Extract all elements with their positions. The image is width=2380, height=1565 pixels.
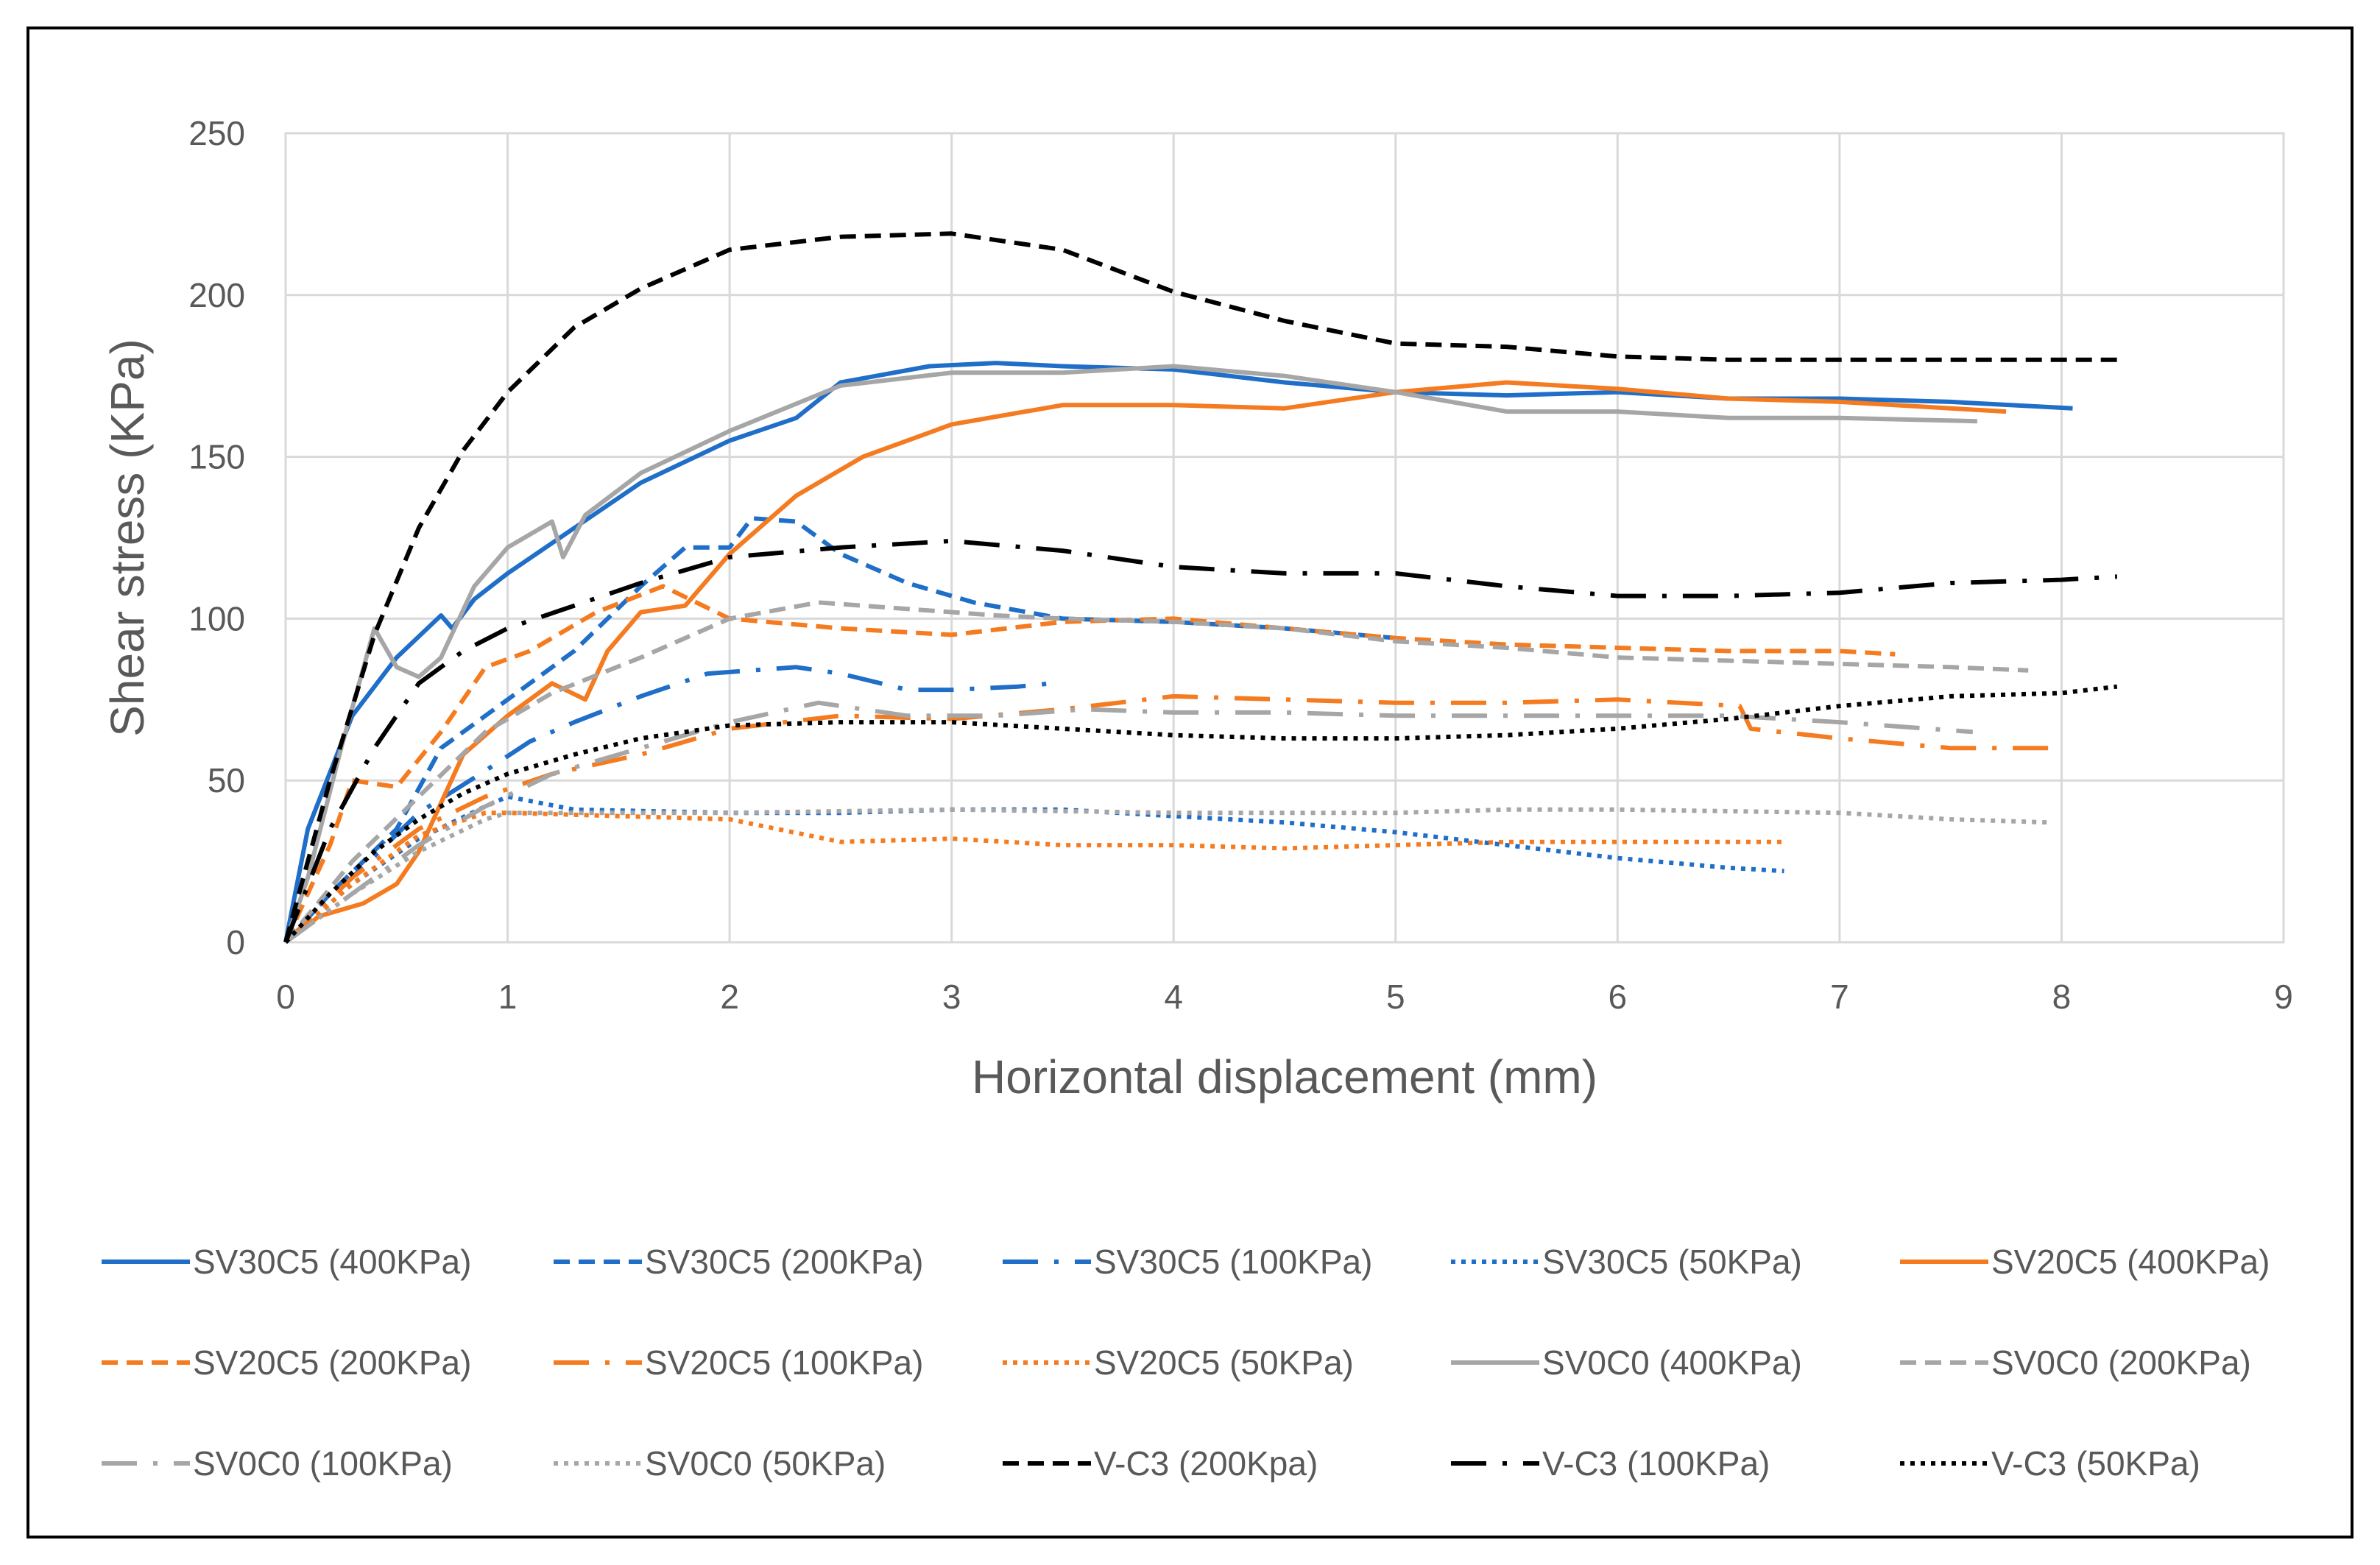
legend-label: V-C3 (200Kpa)	[1094, 1444, 1318, 1483]
x-tick-label: 7	[1830, 978, 1849, 1016]
legend-label: V-C3 (50KPa)	[1991, 1444, 2200, 1483]
y-axis-label: Shear stress (KPa)	[101, 339, 154, 737]
y-tick-label: 100	[188, 599, 245, 637]
legend-label: SV30C5 (100KPa)	[1094, 1243, 1372, 1281]
series-line-12	[284, 807, 2051, 944]
y-tick-label: 200	[188, 276, 245, 314]
legend-label: SV30C5 (400KPa)	[193, 1243, 471, 1281]
x-tick-label: 2	[720, 978, 739, 1016]
series-line-6	[283, 584, 1896, 944]
x-tick-label: 6	[1609, 978, 1628, 1016]
y-tick-label: 0	[226, 923, 245, 961]
gridlines	[284, 132, 2285, 944]
legend-label: SV0C0 (400KPa)	[1542, 1343, 1802, 1382]
x-tick-label: 1	[498, 978, 518, 1016]
series-line-10	[283, 600, 2029, 944]
series-line-1	[283, 361, 2073, 943]
x-axis-label: Horizontal displacement (mm)	[972, 1050, 1597, 1103]
x-tick-label: 4	[1164, 978, 1183, 1016]
plot-area-border	[284, 132, 2285, 944]
series-line-3	[283, 665, 1052, 944]
legend-label: SV30C5 (50KPa)	[1542, 1243, 1802, 1281]
line-chart: 0 50 100 150 200 250 0 1 2 3 4 5 6 7 8 9 Horizontal di…	[29, 29, 2351, 1536]
legend-label: SV0C0 (100KPa)	[193, 1444, 453, 1483]
legend: SV30C5 (400KPa) SV30C5 (200KPa) SV30C5 (10…	[102, 1243, 2270, 1483]
legend-label: V-C3 (100KPa)	[1542, 1444, 1770, 1483]
legend-label: SV20C5 (50KPa)	[1094, 1343, 1354, 1382]
legend-label: SV20C5 (100KPa)	[645, 1343, 923, 1382]
series-line-13	[283, 231, 2117, 943]
x-tick-label: 5	[1386, 978, 1405, 1016]
x-tick-label: 8	[2052, 978, 2072, 1016]
y-axis-ticks: 0 50 100 150 200 250	[188, 114, 245, 961]
legend-label: SV30C5 (200KPa)	[645, 1243, 923, 1281]
x-tick-label: 9	[2274, 978, 2293, 1016]
x-axis-ticks: 0 1 2 3 4 5 6 7 8 9	[276, 978, 2293, 1016]
x-tick-label: 0	[276, 978, 295, 1016]
legend-label: SV20C5 (200KPa)	[193, 1343, 471, 1382]
series-line-9	[283, 364, 1977, 943]
series-line-2	[283, 516, 1396, 944]
series-lines	[283, 231, 2118, 944]
series-line-15	[283, 684, 2118, 944]
y-tick-label: 250	[188, 114, 245, 152]
y-tick-label: 50	[208, 761, 245, 799]
x-tick-label: 3	[942, 978, 961, 1016]
series-line-14	[283, 538, 2117, 944]
series-line-8	[284, 810, 1784, 944]
legend-label: SV0C0 (50KPa)	[645, 1444, 886, 1483]
series-line-11	[284, 700, 1974, 944]
figure-frame: 0 50 100 150 200 250 0 1 2 3 4 5 6 7 8 9 Horizontal di…	[27, 27, 2353, 1538]
legend-label: SV20C5 (400KPa)	[1991, 1243, 2270, 1281]
series-line-5	[284, 380, 2007, 944]
y-tick-label: 150	[188, 438, 245, 476]
series-line-7	[283, 693, 2051, 944]
legend-label: SV0C0 (200KPa)	[1991, 1343, 2251, 1382]
chart-background	[29, 29, 2351, 1536]
